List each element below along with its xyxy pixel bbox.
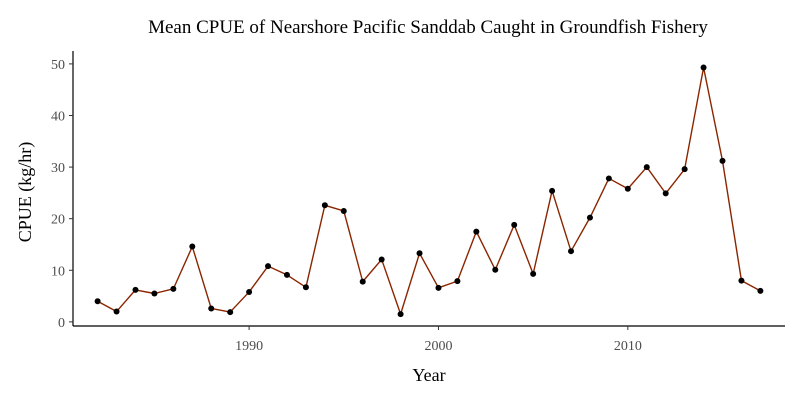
data-point <box>643 164 650 171</box>
data-point <box>568 248 575 255</box>
y-tick-label: 50 <box>51 58 65 73</box>
data-point <box>586 214 593 221</box>
x-tick-label: 2010 <box>614 339 642 354</box>
data-point <box>454 278 461 285</box>
x-axis-label: Year <box>412 365 445 385</box>
data-point <box>359 278 366 285</box>
data-point <box>265 263 272 270</box>
data-point <box>227 309 234 316</box>
y-axis-ticks: 0 10 20 30 40 50 <box>51 58 73 331</box>
data-point <box>397 311 404 318</box>
y-tick-label: 40 <box>51 109 65 124</box>
data-point <box>492 266 499 273</box>
data-point <box>151 290 158 297</box>
series-line <box>97 66 761 315</box>
x-tick-label: 1990 <box>235 339 263 354</box>
data-point <box>757 287 764 294</box>
series-group <box>94 64 764 318</box>
y-tick-label: 30 <box>51 161 65 176</box>
data-point <box>700 64 707 71</box>
chart-title: Mean CPUE of Nearshore Pacific Sanddab C… <box>148 17 708 38</box>
x-tick-label: 2000 <box>424 339 452 354</box>
data-point <box>246 288 253 295</box>
data-point <box>378 256 385 263</box>
y-tick-label: 20 <box>51 213 65 228</box>
data-point <box>189 243 196 250</box>
data-point <box>681 166 688 173</box>
data-point <box>662 190 669 197</box>
data-point <box>283 271 290 278</box>
data-point <box>435 284 442 291</box>
data-point <box>302 284 309 291</box>
data-point <box>738 277 745 284</box>
data-point <box>605 175 612 182</box>
data-point <box>549 187 556 194</box>
y-axis-label: CPUE (kg/hr) <box>15 142 36 243</box>
data-point <box>473 228 480 235</box>
data-point <box>416 250 423 257</box>
data-point <box>511 221 518 228</box>
data-point <box>94 298 101 305</box>
data-point <box>170 285 177 292</box>
data-point <box>321 202 328 209</box>
data-point <box>340 207 347 214</box>
data-point <box>530 270 537 277</box>
data-point <box>719 157 726 164</box>
data-point <box>208 305 215 312</box>
data-point <box>113 308 120 315</box>
y-tick-label: 10 <box>51 264 65 279</box>
y-tick-label: 0 <box>58 316 65 331</box>
data-point <box>624 185 631 192</box>
x-axis-ticks: 1990 2000 2010 <box>235 326 642 354</box>
data-point <box>132 286 139 293</box>
